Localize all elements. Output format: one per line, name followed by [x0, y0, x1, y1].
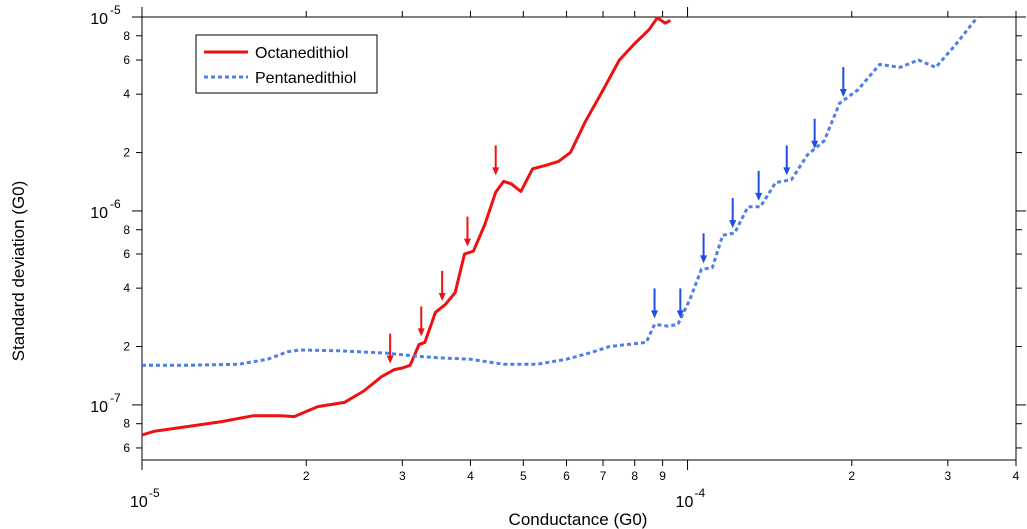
arrow-annotations	[386, 67, 847, 364]
arrow-head	[783, 167, 791, 176]
arrow-head	[700, 255, 708, 264]
arrow-head	[811, 140, 819, 149]
x-tick-label: 5	[520, 469, 527, 483]
y-tick-label: 6	[123, 441, 130, 455]
y-tick-label: 6	[123, 53, 130, 67]
y-tick-label: 4	[123, 281, 130, 295]
x-axis-label: Conductance (G0)	[509, 510, 648, 529]
tick-marks	[132, 7, 1026, 470]
legend-label-pentanedithiol: Pentanedithiol	[255, 70, 356, 87]
y-tick-label: 10	[90, 399, 108, 416]
x-tick-label-exponent: -4	[695, 486, 706, 500]
arrow-head	[438, 292, 446, 301]
y-tick-label: 10	[90, 11, 108, 28]
y-tick-label: 8	[123, 223, 130, 237]
x-tick-label: 3	[399, 469, 406, 483]
y-tick-label-exponent: -6	[110, 197, 121, 211]
y-tick-label: 2	[123, 146, 130, 160]
x-tick-label: 10	[676, 494, 694, 511]
axes	[141, 16, 1017, 461]
series-line-octanedithiol	[141, 16, 672, 437]
arrow-head	[676, 310, 684, 319]
y-tick-label: 8	[123, 29, 130, 43]
y-tick-label-exponent: -7	[110, 391, 121, 405]
y-tick-label: 2	[123, 340, 130, 354]
x-tick-label: 7	[600, 469, 607, 483]
arrow-head	[417, 328, 425, 337]
x-tick-label: 2	[848, 469, 855, 483]
plot-frame	[141, 16, 1017, 461]
arrow-head	[386, 355, 394, 364]
legend-label-octanedithiol: Octanedithiol	[255, 45, 348, 62]
legend: Octanedithiol Pentanedithiol	[195, 34, 378, 94]
series-line-pentanedithiol	[142, 16, 979, 367]
x-tick-label-exponent: -5	[149, 486, 160, 500]
arrow-head	[839, 89, 847, 98]
arrow-head	[729, 220, 737, 229]
y-tick-label: 6	[123, 247, 130, 261]
x-tick-label: 6	[563, 469, 570, 483]
y-axis-label: Standard deviation (G0)	[9, 181, 28, 362]
tick-labels: 10-52 3 4 5 6 7 8 910-42 3 410-5864210-6864210-78…	[90, 3, 1019, 511]
legend-box	[195, 34, 378, 94]
x-tick-label: 3	[944, 469, 951, 483]
x-tick-label: 4	[1013, 469, 1020, 483]
arrow-head	[651, 310, 659, 319]
arrow-head	[755, 192, 763, 201]
x-tick-label: 4	[467, 469, 474, 483]
x-tick-label: 10	[130, 494, 148, 511]
x-tick-label: 9	[659, 469, 666, 483]
y-tick-label: 8	[123, 417, 130, 431]
arrow-head	[463, 238, 471, 247]
y-tick-label: 4	[123, 87, 130, 101]
y-tick-label-exponent: -5	[110, 3, 121, 17]
x-tick-label: 2	[303, 469, 310, 483]
arrow-head	[492, 167, 500, 176]
series-lines	[141, 16, 979, 437]
y-tick-label: 10	[90, 205, 108, 222]
x-tick-label: 8	[631, 469, 638, 483]
